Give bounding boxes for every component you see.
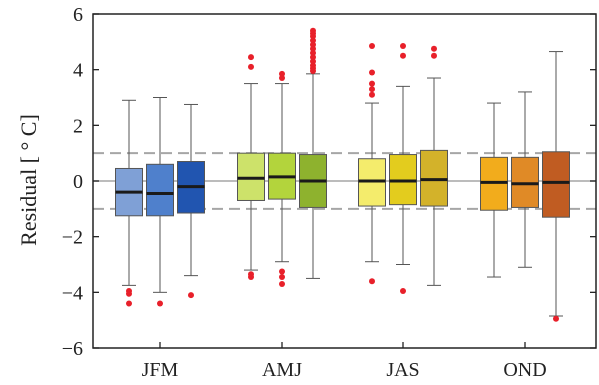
outlier-point [310,37,316,44]
outlier-point [400,287,406,294]
outlier-point [248,54,254,61]
y-tick-label: −2 [62,227,83,249]
outlier-point [157,300,163,307]
outlier-point [431,45,437,52]
outlier-point [310,27,316,34]
box-ond-3 [542,151,570,218]
x-tick-label: JAS [386,359,419,381]
outlier-point [369,86,375,93]
x-tick-label: JFM [142,359,179,381]
outlier-point [310,54,316,61]
outlier-point [310,49,316,56]
outlier-point [400,43,406,50]
outlier-point [279,274,285,281]
outlier-point [431,52,437,59]
outlier-point [248,274,254,281]
x-tick-label: AMJ [262,359,302,381]
outlier-point [369,43,375,50]
box-jfm-2 [146,163,174,217]
y-axis-title: Residual [ ° C] [16,114,41,246]
y-tick-label: −6 [62,338,83,360]
y-tick-label: 2 [73,115,83,137]
outlier-point [310,62,316,69]
y-tick-label: 0 [73,171,83,193]
outlier-point [310,41,316,48]
outlier-point [310,45,316,52]
outlier-point [126,290,132,297]
outlier-point [369,278,375,285]
outlier-point [188,292,194,299]
plot-area: −6 −4 −2 0 2 4 6 JFM AMJ JAS OND [62,4,597,381]
outlier-point [248,63,254,70]
outlier-point [279,280,285,287]
y-tick-label: 6 [73,4,83,26]
outlier-point [369,80,375,87]
outlier-point [400,52,406,59]
outlier-point [369,91,375,98]
x-tick-label: OND [503,359,546,381]
outlier-point [279,75,285,82]
outlier-point [310,58,316,65]
outlier-point [369,69,375,76]
y-tick-label: 4 [73,60,83,82]
outlier-point [279,268,285,275]
outlier-point [553,315,559,322]
y-tick-label: −4 [62,282,83,304]
outlier-point [126,300,132,307]
outlier-point [279,70,285,77]
